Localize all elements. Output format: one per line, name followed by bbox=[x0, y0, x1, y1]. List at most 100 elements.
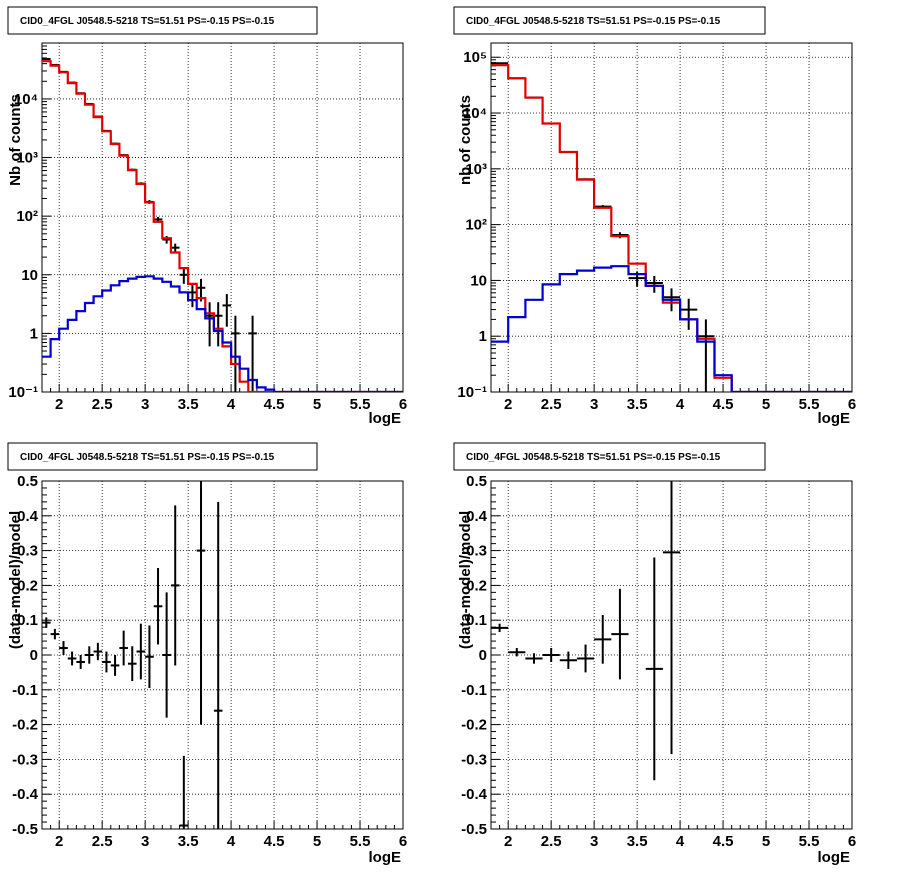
y-tick-label: -0.3 bbox=[12, 751, 38, 768]
data-point bbox=[119, 630, 128, 666]
y-tick-label: 0.3 bbox=[466, 543, 487, 560]
x-tick-label: 5.5 bbox=[350, 833, 371, 850]
data-point bbox=[136, 623, 146, 680]
y-tick-label: -0.5 bbox=[461, 821, 487, 838]
data-point bbox=[645, 275, 663, 293]
y-tick-label: 10⁻¹ bbox=[457, 384, 487, 401]
y-tick-label: 10 bbox=[21, 267, 38, 284]
x-tick-label: 5 bbox=[313, 833, 321, 850]
x-tick-label: 5.5 bbox=[799, 396, 820, 413]
x-tick-label: 4 bbox=[676, 833, 685, 850]
data-point bbox=[213, 501, 223, 829]
y-tick-label: 0.2 bbox=[17, 577, 38, 594]
y-axis-label: (data-model)/model bbox=[457, 511, 474, 649]
y-tick-label: 0.4 bbox=[17, 508, 39, 525]
data-point bbox=[162, 592, 171, 718]
x-tick-label: 5 bbox=[313, 396, 321, 413]
x-tick-label: 3 bbox=[141, 396, 149, 413]
x-tick-label: 2.5 bbox=[92, 833, 113, 850]
data-point bbox=[93, 642, 103, 661]
panel-counts-fine-bins: CID0_4FGL J0548.5-5218 TS=51.51 PS=-0.15… bbox=[7, 6, 407, 427]
y-tick-label: 1 bbox=[479, 328, 487, 345]
data-point bbox=[508, 648, 526, 657]
x-tick-label: 4 bbox=[227, 396, 236, 413]
y-tick-label: 0 bbox=[30, 647, 38, 664]
data-point bbox=[162, 235, 171, 244]
y-tick-label: 10³ bbox=[16, 150, 38, 167]
total-model-line bbox=[491, 64, 852, 392]
data-point bbox=[231, 315, 240, 392]
x-tick-label: 2 bbox=[55, 833, 63, 850]
data-point bbox=[576, 644, 595, 673]
plot-frame bbox=[490, 42, 853, 393]
grid-lines bbox=[42, 481, 403, 829]
y-tick-label: 10⁴ bbox=[463, 105, 487, 122]
y-tick-label: -0.3 bbox=[461, 751, 487, 768]
data-point bbox=[213, 302, 223, 347]
x-tick-label: 4.5 bbox=[713, 396, 734, 413]
data-point bbox=[196, 481, 206, 725]
x-tick-label: 2 bbox=[504, 833, 512, 850]
y-tick-label: 10² bbox=[465, 217, 487, 234]
x-tick-label: 6 bbox=[848, 396, 856, 413]
x-tick-label: 5 bbox=[762, 833, 770, 850]
title-box bbox=[453, 442, 766, 471]
x-tick-label: 2.5 bbox=[541, 396, 562, 413]
y-tick-label: -0.1 bbox=[461, 682, 487, 699]
x-tick-label: 5 bbox=[762, 396, 770, 413]
x-tick-label: 4.5 bbox=[264, 833, 285, 850]
data-point bbox=[680, 298, 698, 330]
x-tick-label: 2.5 bbox=[92, 396, 113, 413]
x-tick-label: 3.5 bbox=[178, 833, 199, 850]
x-tick-label: 3.5 bbox=[627, 396, 648, 413]
y-tick-label: 0.2 bbox=[466, 577, 487, 594]
x-axis-label: logE bbox=[818, 410, 851, 427]
y-tick-label: -0.1 bbox=[12, 682, 38, 699]
y-tick-label: -0.5 bbox=[12, 821, 38, 838]
panel-counts-coarse-bins: CID0_4FGL J0548.5-5218 TS=51.51 PS=-0.15… bbox=[453, 6, 856, 427]
y-tick-label: 10⁴ bbox=[14, 91, 38, 108]
data-point bbox=[179, 755, 189, 829]
x-tick-label: 3 bbox=[590, 833, 598, 850]
x-tick-label: 2 bbox=[504, 396, 512, 413]
x-tick-label: 4.5 bbox=[264, 396, 285, 413]
y-tick-label: 10² bbox=[16, 208, 38, 225]
y-tick-label: 10⁵ bbox=[463, 49, 487, 66]
x-tick-label: 4 bbox=[676, 396, 685, 413]
total-model-line bbox=[42, 60, 403, 392]
data-point bbox=[50, 628, 60, 640]
y-tick-label: 10 bbox=[470, 272, 487, 289]
x-tick-label: 3 bbox=[590, 396, 598, 413]
title-box bbox=[453, 6, 766, 35]
x-tick-label: 6 bbox=[399, 396, 407, 413]
y-tick-label: 1 bbox=[30, 325, 38, 342]
data-point bbox=[611, 588, 629, 680]
x-tick-label: 2 bbox=[55, 396, 63, 413]
data-point bbox=[205, 302, 214, 347]
data-point bbox=[102, 651, 111, 673]
plot-frame bbox=[41, 480, 404, 830]
source-model-line bbox=[491, 265, 852, 392]
minor-ticks bbox=[490, 480, 853, 830]
x-tick-label: 3.5 bbox=[627, 833, 648, 850]
title-box bbox=[7, 442, 318, 471]
data-point bbox=[153, 568, 163, 645]
y-tick-label: 0.1 bbox=[17, 612, 38, 629]
x-tick-label: 4.5 bbox=[713, 833, 734, 850]
plot-area bbox=[491, 481, 681, 781]
plot-area bbox=[42, 58, 403, 392]
panel-residuals-fine-bins: CID0_4FGL J0548.5-5218 TS=51.51 PS=-0.15… bbox=[7, 442, 407, 866]
x-axis-label: logE bbox=[369, 410, 402, 427]
minor-ticks bbox=[490, 56, 853, 393]
y-tick-label: 0.5 bbox=[466, 473, 487, 490]
data-point bbox=[188, 283, 197, 308]
x-tick-label: 6 bbox=[399, 833, 407, 850]
grid-lines bbox=[42, 43, 403, 392]
data-point bbox=[697, 319, 715, 392]
chart-title: CID0_4FGL J0548.5-5218 TS=51.51 PS=-0.15… bbox=[466, 16, 721, 27]
data-point bbox=[110, 655, 120, 676]
data-point bbox=[76, 655, 85, 669]
panel-residuals-coarse-bins: CID0_4FGL J0548.5-5218 TS=51.51 PS=-0.15… bbox=[453, 442, 856, 866]
plot-frame bbox=[41, 42, 404, 393]
chart-title: CID0_4FGL J0548.5-5218 TS=51.51 PS=-0.15… bbox=[466, 452, 721, 463]
